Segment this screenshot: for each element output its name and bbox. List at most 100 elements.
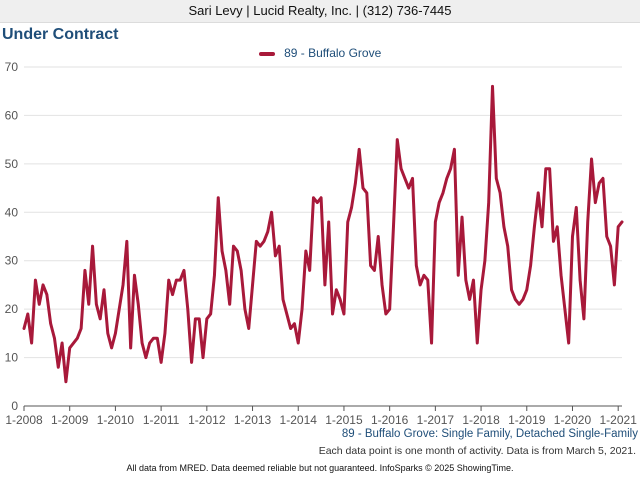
data-point — [441, 191, 445, 195]
data-point — [350, 206, 353, 209]
data-point — [380, 283, 384, 287]
data-point — [418, 283, 422, 287]
data-point — [175, 278, 178, 282]
data-point — [72, 341, 75, 345]
data-point — [171, 293, 174, 296]
data-point — [601, 177, 605, 180]
data-point — [597, 182, 601, 185]
data-point — [495, 177, 498, 180]
y-tick-label: 60 — [5, 108, 19, 122]
x-tick-label: 1-2012 — [188, 413, 226, 427]
data-point — [26, 312, 30, 316]
data-point — [38, 303, 41, 306]
data-point — [22, 327, 26, 330]
data-point — [224, 269, 228, 272]
data-point — [609, 244, 612, 248]
data-point — [87, 303, 90, 306]
data-point — [616, 225, 620, 229]
data-point — [285, 312, 289, 316]
data-point — [586, 220, 589, 224]
data-point — [178, 278, 182, 282]
data-point — [521, 298, 525, 301]
data-point — [559, 274, 563, 277]
agent-header-bar: Sari Levy | Lucid Realty, Inc. | (312) 7… — [0, 0, 640, 23]
y-tick-label: 30 — [5, 254, 19, 268]
data-point — [575, 206, 578, 209]
data-point — [266, 230, 269, 233]
data-point — [537, 191, 540, 195]
data-point — [396, 138, 399, 141]
data-point — [304, 249, 308, 253]
data-point — [483, 259, 487, 262]
data-point — [217, 196, 220, 199]
data-point — [476, 341, 479, 345]
data-point — [361, 186, 365, 190]
data-point — [578, 278, 582, 282]
data-point — [190, 361, 193, 364]
data-point — [357, 148, 361, 151]
data-point — [399, 167, 403, 170]
data-point — [453, 148, 456, 151]
data-point — [365, 191, 369, 195]
data-point — [205, 317, 209, 321]
data-point — [411, 177, 414, 180]
chart-title: Under Contract — [2, 26, 119, 43]
data-point — [533, 225, 536, 229]
data-point — [201, 356, 205, 359]
data-point — [392, 225, 395, 229]
data-point — [590, 157, 593, 161]
data-point — [552, 240, 555, 243]
data-point — [605, 235, 608, 238]
series-layer — [22, 84, 624, 384]
data-point — [243, 307, 247, 311]
data-point — [540, 225, 544, 229]
data-point — [53, 337, 56, 340]
data-point — [571, 235, 574, 238]
data-point — [373, 269, 376, 272]
data-point — [79, 327, 83, 330]
data-point — [544, 167, 548, 170]
data-point — [403, 177, 407, 180]
y-tick-label: 70 — [5, 60, 19, 74]
data-point — [258, 244, 262, 248]
x-tick-label: 1-2020 — [554, 413, 592, 427]
x-tick-label: 1-2014 — [280, 413, 318, 427]
data-point — [106, 332, 109, 335]
legend-label: 89 - Buffalo Grove — [284, 46, 382, 60]
data-point — [384, 312, 388, 316]
footer-disclaimer: All data from MRED. Data deemed reliable… — [126, 463, 514, 473]
data-point — [194, 317, 197, 321]
data-point — [297, 341, 300, 345]
x-tick-label: 1-2008 — [5, 413, 43, 427]
series-line — [22, 84, 624, 384]
data-point — [293, 322, 296, 325]
x-tick-label: 1-2011 — [143, 413, 180, 427]
data-point — [300, 307, 304, 311]
data-point — [517, 303, 521, 306]
data-note: Each data point is one month of activity… — [318, 445, 636, 457]
data-point — [49, 322, 52, 325]
data-point — [91, 244, 94, 248]
data-point — [118, 307, 121, 311]
data-point — [114, 332, 117, 335]
data-point — [281, 298, 285, 301]
data-point — [34, 278, 37, 282]
data-point — [468, 298, 471, 301]
y-tick-label: 20 — [5, 302, 19, 316]
data-point — [186, 307, 189, 311]
data-point — [98, 317, 102, 321]
data-point — [354, 182, 357, 185]
data-point — [563, 307, 567, 311]
data-point — [342, 312, 346, 316]
data-point — [346, 220, 349, 224]
data-point — [220, 249, 224, 253]
data-point — [156, 337, 159, 340]
data-point — [491, 85, 494, 88]
data-point — [594, 201, 597, 204]
data-point — [323, 283, 327, 287]
data-point — [388, 307, 391, 311]
data-point — [137, 303, 140, 306]
data-point — [613, 283, 616, 287]
data-point — [556, 225, 559, 229]
data-point — [316, 201, 319, 204]
